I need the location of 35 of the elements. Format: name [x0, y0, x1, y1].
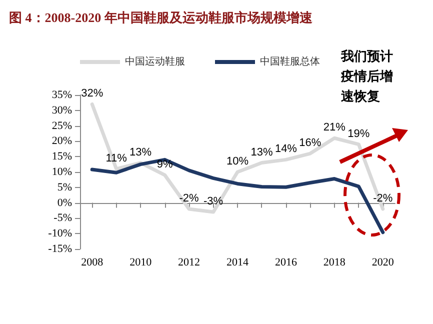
data-label: 10% [226, 156, 249, 168]
data-label: -2% [373, 192, 393, 204]
y-tick-label: 35% [52, 89, 72, 101]
y-tick-label: -5% [54, 212, 72, 224]
y-tick-label: -15% [48, 243, 72, 255]
y-tick-label: -10% [48, 228, 72, 240]
chart-title: 图 4：2008-2020 年中国鞋服及运动鞋服市场规模增速 [9, 10, 314, 25]
data-label: 19% [348, 128, 370, 140]
y-tick-label: 0% [57, 196, 72, 209]
data-label: 11% [106, 152, 128, 164]
y-tick-label: 20% [52, 135, 72, 148]
x-tick-label: 2010 [130, 256, 152, 268]
data-label: 32% [81, 88, 104, 100]
data-label: 14% [274, 143, 298, 156]
data-label: -3% [203, 196, 224, 208]
annotation: 我们预计疫情后增速恢复 [340, 48, 393, 104]
y-tick-label: 15% [52, 150, 72, 163]
legend-label: 中国运动鞋服 [125, 56, 185, 68]
data-label: 9% [156, 158, 173, 171]
y-tick-label: 30% [52, 104, 72, 116]
y-tick-label: 5% [57, 181, 72, 194]
y-tick-label: 10% [52, 166, 72, 178]
y-tick-label: 25% [52, 120, 72, 132]
x-tick-label: 2014 [226, 256, 249, 268]
data-label: 13% [130, 146, 152, 158]
data-label: 16% [299, 137, 322, 150]
x-tick-label: 2020 [372, 256, 394, 268]
legend-label: 中国鞋服总体 [260, 56, 320, 68]
x-tick-label: 2018 [323, 256, 346, 268]
data-label: 21% [323, 122, 346, 134]
x-tick-label: 2012 [178, 256, 200, 268]
data-label: -2% [179, 192, 200, 204]
x-tick-label: 2008 [81, 256, 104, 268]
x-tick-label: 2016 [274, 256, 298, 268]
data-label: 13% [250, 146, 273, 158]
